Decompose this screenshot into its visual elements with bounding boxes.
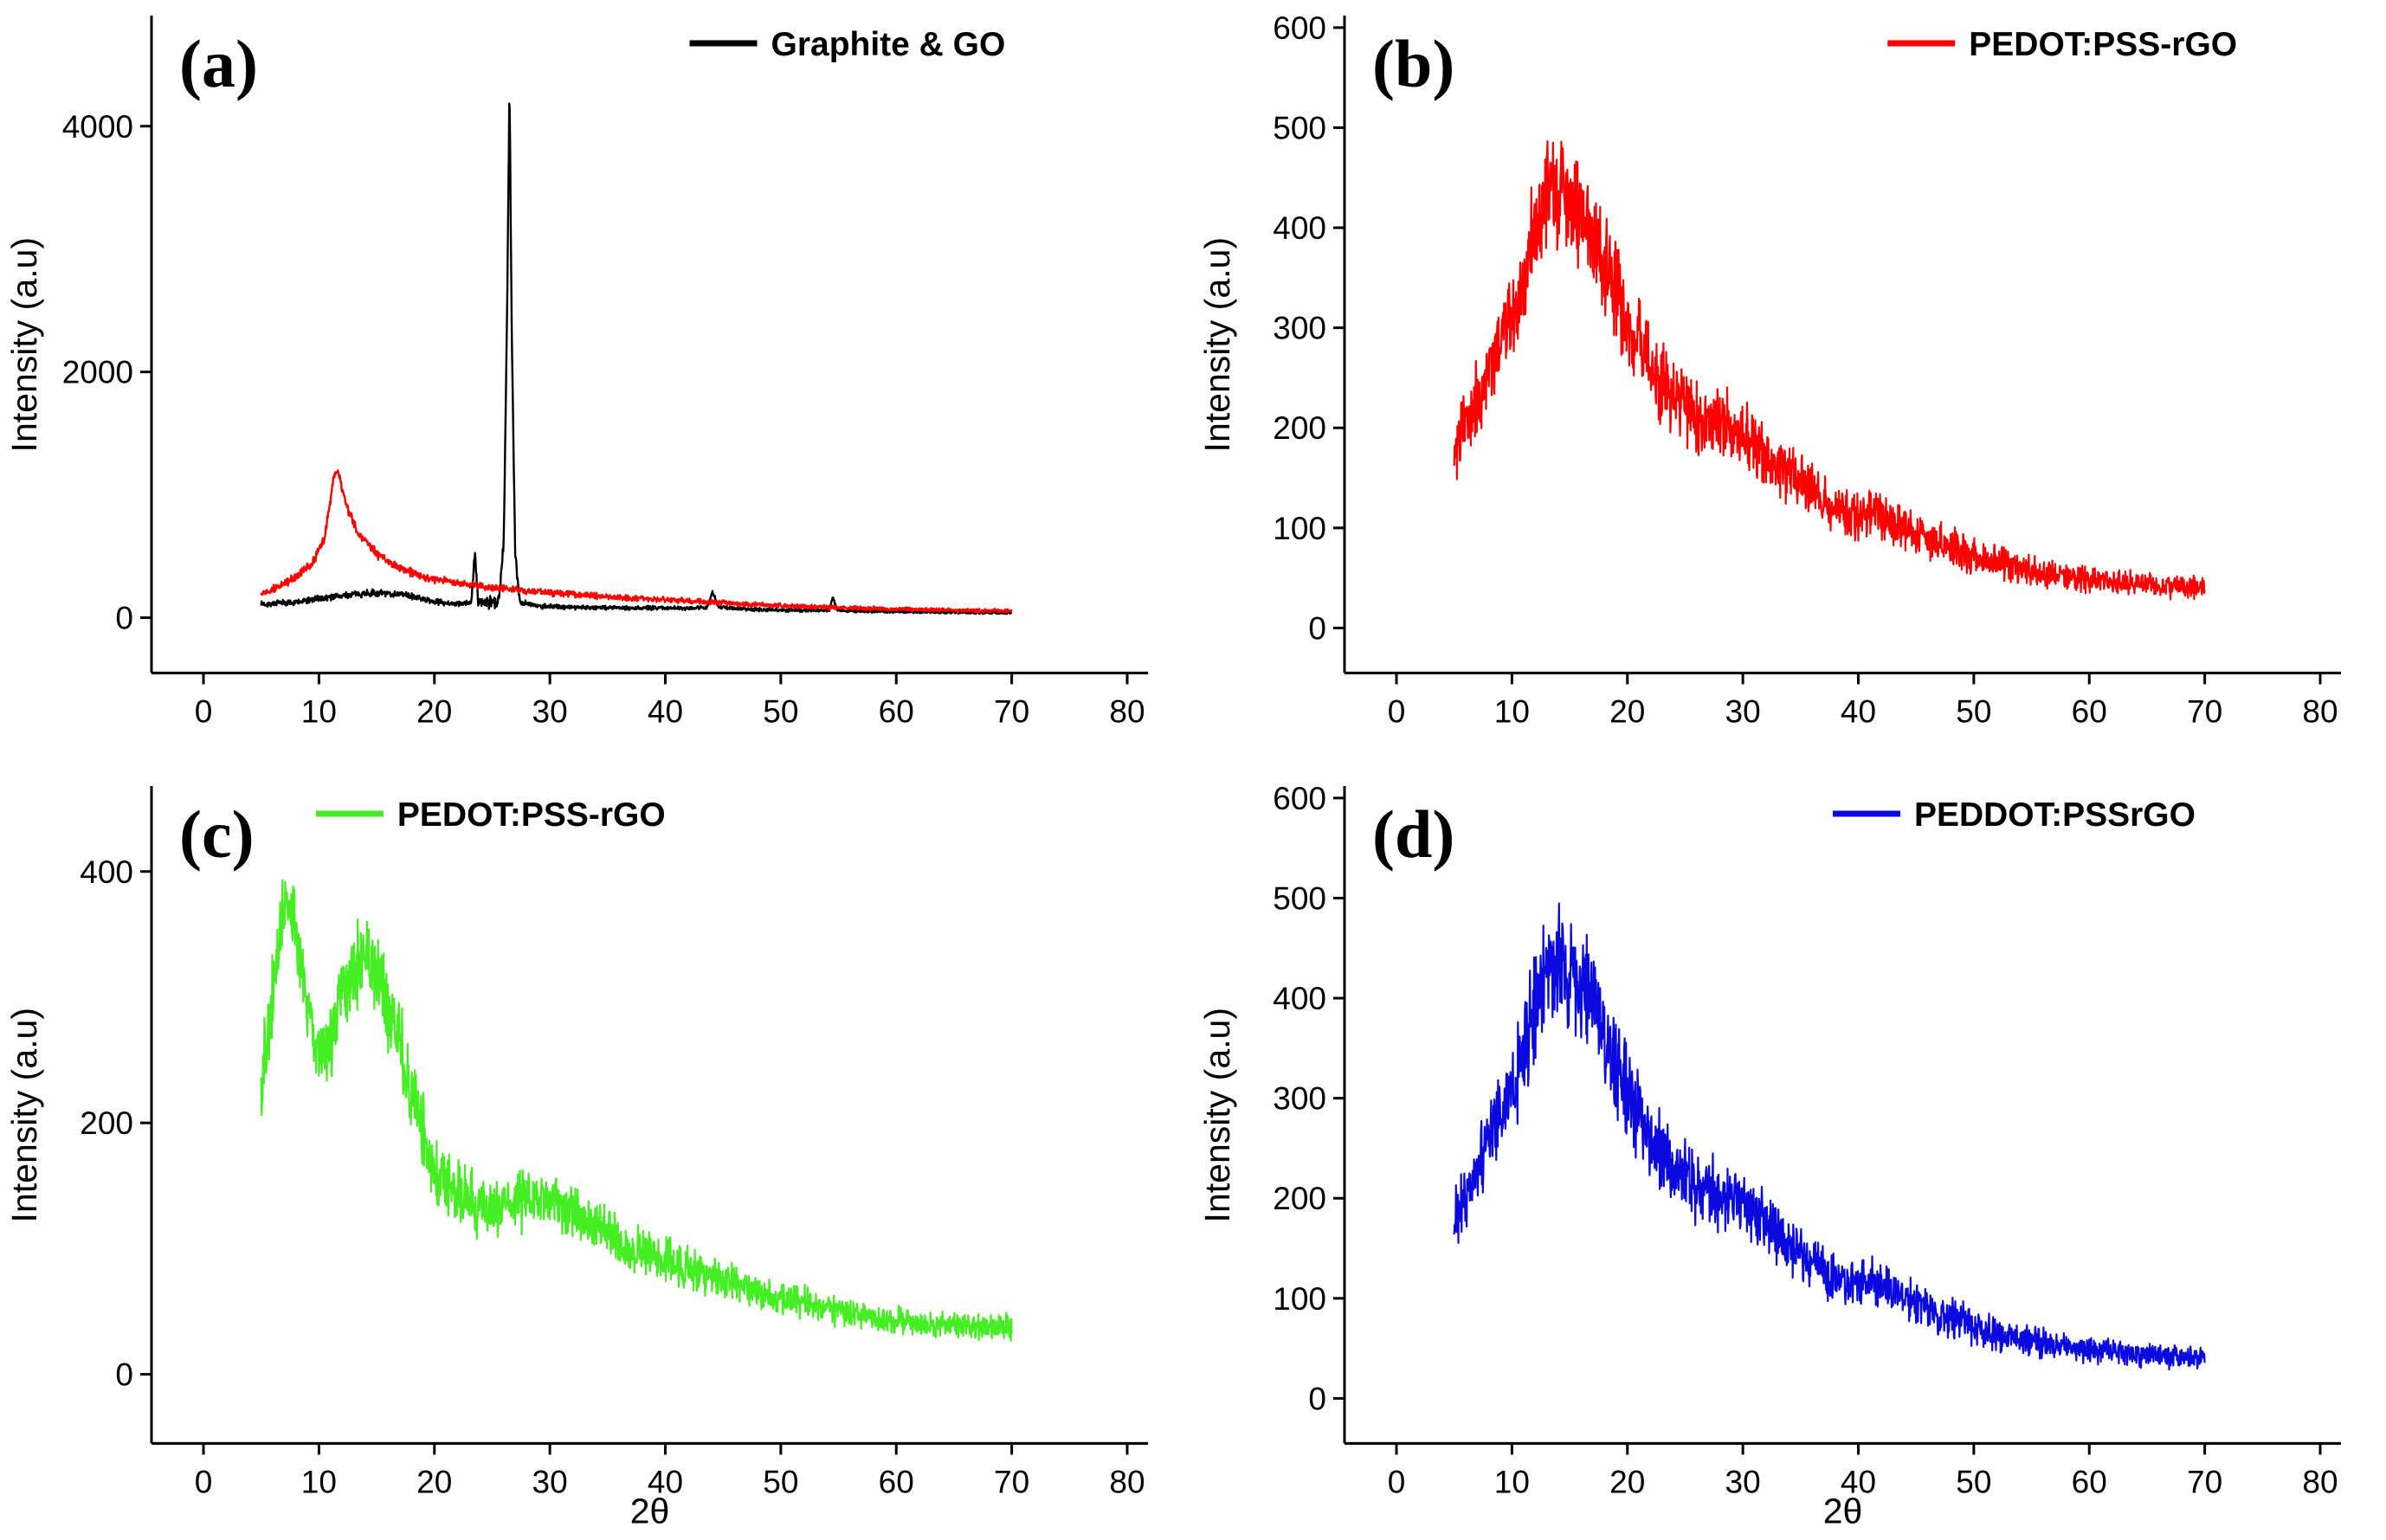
x-tick-label: 60 bbox=[879, 1463, 914, 1499]
xrd-chart-a: 0 10 20 30 40 50 60 70 80 0 2000 4000 (a) Intensity (… bbox=[4, 16, 1148, 729]
series-line-b bbox=[1453, 139, 2206, 601]
x-tick-label: 30 bbox=[532, 1463, 568, 1499]
x-tick-label: 80 bbox=[2302, 693, 2338, 729]
y-axis-label: Intensity (a.u) bbox=[4, 1007, 44, 1221]
x-tick-label: 80 bbox=[1109, 1463, 1145, 1499]
x-tick-label: 50 bbox=[1956, 1463, 1991, 1499]
x-tick-label: 10 bbox=[301, 1463, 337, 1499]
x-tick-label: 60 bbox=[2072, 693, 2107, 729]
x-tick-label: 80 bbox=[2302, 1463, 2338, 1499]
panel-label: (c) bbox=[179, 796, 255, 872]
x-tick-label: 50 bbox=[763, 693, 798, 729]
x-tick-label: 50 bbox=[763, 1463, 798, 1499]
x-tick-label: 70 bbox=[994, 1463, 1029, 1499]
legend-label: PEDDOT:PSSrGO bbox=[1914, 796, 2196, 834]
x-tick-label: 20 bbox=[1609, 693, 1645, 729]
x-tick-label: 0 bbox=[1388, 1463, 1406, 1499]
y-tick-label: 100 bbox=[1273, 1279, 1326, 1316]
x-tick-label: 10 bbox=[1494, 1463, 1530, 1499]
y-tick-label: 500 bbox=[1273, 880, 1326, 916]
y-tick-label: 0 bbox=[1308, 1380, 1326, 1416]
y-axis-label: Intensity (a.u) bbox=[4, 237, 44, 452]
xrd-chart-b: 0 10 20 30 40 50 60 70 80 0 100 200 300 400 500 600 (b) I… bbox=[1197, 10, 2341, 729]
x-tick-label: 30 bbox=[532, 693, 568, 729]
x-tick-label: 20 bbox=[416, 693, 452, 729]
y-tick-label: 200 bbox=[1273, 409, 1326, 446]
panel-label: (a) bbox=[179, 26, 258, 101]
y-axis-label: Intensity (a.u) bbox=[1197, 1007, 1237, 1221]
legend-label: Graphite & GO bbox=[771, 26, 1006, 63]
y-tick-label: 4000 bbox=[62, 108, 133, 145]
x-tick-label: 40 bbox=[1841, 1463, 1876, 1499]
y-tick-label: 500 bbox=[1273, 109, 1326, 145]
y-tick-label: 300 bbox=[1273, 1079, 1326, 1116]
x-tick-label: 0 bbox=[195, 693, 213, 729]
x-tick-label: 20 bbox=[1609, 1463, 1645, 1499]
panel-d: 0 10 20 30 40 50 60 70 80 0 100 200 300 400 500 600 (d) I… bbox=[1193, 770, 2386, 1540]
legend-label: PEDOT:PSS-rGO bbox=[397, 796, 666, 834]
y-tick-label: 0 bbox=[115, 1356, 133, 1392]
x-tick-label: 70 bbox=[2187, 1463, 2222, 1499]
y-tick-label: 2000 bbox=[62, 354, 133, 390]
y-tick-label: 0 bbox=[1308, 609, 1326, 646]
x-tick-label: 0 bbox=[195, 1463, 213, 1499]
series-line-a bbox=[260, 102, 1013, 615]
x-tick-label: 70 bbox=[2187, 693, 2222, 729]
y-tick-label: 400 bbox=[1273, 209, 1326, 246]
y-tick-label: 400 bbox=[1273, 980, 1326, 1016]
x-tick-label: 40 bbox=[648, 693, 683, 729]
y-tick-label: 400 bbox=[80, 853, 133, 889]
series-line-c bbox=[260, 878, 1013, 1342]
x-tick-label: 10 bbox=[1494, 693, 1530, 729]
xrd-chart-c: 0 10 20 30 40 50 60 70 80 0 200 400 (c) Intensity (a.… bbox=[4, 785, 1148, 1530]
x-axis-label: 2θ bbox=[1823, 1491, 1863, 1530]
y-tick-label: 200 bbox=[80, 1105, 133, 1141]
x-tick-label: 70 bbox=[994, 693, 1029, 729]
y-tick-label: 100 bbox=[1273, 510, 1326, 546]
x-tick-label: 0 bbox=[1388, 693, 1406, 729]
x-tick-label: 20 bbox=[416, 1463, 452, 1499]
panel-a: 0 10 20 30 40 50 60 70 80 0 2000 4000 (a) Intensity (… bbox=[0, 0, 1193, 770]
x-tick-label: 60 bbox=[879, 693, 914, 729]
y-tick-label: 0 bbox=[115, 600, 133, 636]
x-tick-label: 60 bbox=[2072, 1463, 2107, 1499]
x-tick-label: 10 bbox=[301, 693, 337, 729]
panel-label: (d) bbox=[1372, 796, 1454, 872]
panel-b: 0 10 20 30 40 50 60 70 80 0 100 200 300 400 500 600 (b) I… bbox=[1193, 0, 2386, 770]
x-axis-label: 2θ bbox=[630, 1491, 670, 1530]
x-tick-label: 40 bbox=[648, 1463, 683, 1499]
x-tick-label: 50 bbox=[1956, 693, 1991, 729]
x-tick-label: 30 bbox=[1725, 1463, 1761, 1499]
legend-label: PEDOT:PSS-rGO bbox=[1969, 26, 2237, 63]
y-tick-label: 300 bbox=[1273, 310, 1326, 346]
xrd-chart-d: 0 10 20 30 40 50 60 70 80 0 100 200 300 400 500 600 (d) I… bbox=[1197, 779, 2341, 1530]
x-tick-label: 80 bbox=[1109, 693, 1145, 729]
x-tick-label: 30 bbox=[1725, 693, 1761, 729]
y-axis-label: Intensity (a.u) bbox=[1197, 237, 1237, 452]
y-tick-label: 200 bbox=[1273, 1180, 1326, 1216]
x-tick-label: 40 bbox=[1841, 693, 1876, 729]
panel-c: 0 10 20 30 40 50 60 70 80 0 200 400 (c) Intensity (a.… bbox=[0, 770, 1193, 1540]
y-tick-label: 600 bbox=[1273, 10, 1326, 46]
series-line-d bbox=[1453, 901, 2206, 1370]
panel-label: (b) bbox=[1372, 26, 1454, 101]
series-line-a bbox=[260, 469, 1013, 614]
y-tick-label: 600 bbox=[1273, 779, 1326, 815]
